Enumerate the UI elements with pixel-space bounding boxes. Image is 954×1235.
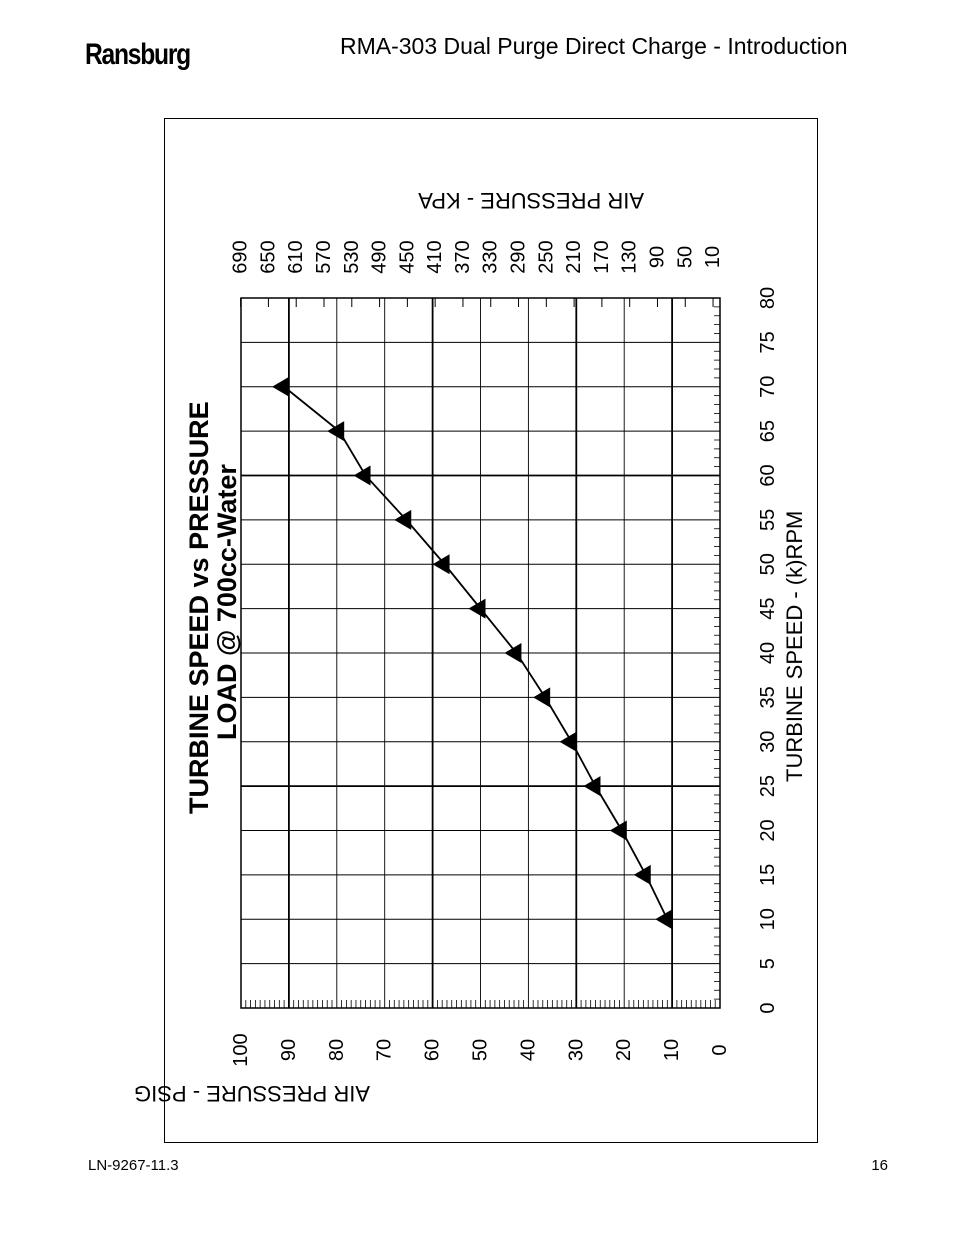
x-tick-label: 70 bbox=[757, 376, 779, 398]
y2-tick-label: 370 bbox=[452, 240, 474, 273]
data-point-marker bbox=[272, 376, 290, 397]
y2-tick-label: 570 bbox=[313, 240, 335, 273]
y2-tick-label: 490 bbox=[369, 240, 391, 273]
data-point-marker bbox=[394, 509, 412, 530]
chart-grid bbox=[240, 297, 721, 1009]
x-tick-label: 60 bbox=[757, 464, 779, 486]
data-point-marker bbox=[633, 864, 651, 885]
y-tick-label: 20 bbox=[613, 1039, 635, 1061]
data-point-marker bbox=[609, 820, 627, 841]
plot-border bbox=[240, 297, 721, 1009]
y2-tick-label: 330 bbox=[480, 240, 502, 273]
data-point-marker bbox=[655, 909, 673, 930]
data-point-marker bbox=[468, 598, 486, 619]
data-point-marker bbox=[504, 643, 522, 663]
ransburg-logo: Ransburg bbox=[85, 38, 191, 71]
y2-tick-label: 170 bbox=[591, 240, 613, 273]
y2-tick-label: 10 bbox=[702, 246, 724, 268]
y2-axis-label: AIR PRESSURE - KPA bbox=[418, 188, 644, 213]
y-tick-label: 50 bbox=[470, 1039, 492, 1061]
data-point-marker bbox=[327, 421, 345, 442]
y2-tick-label: 650 bbox=[257, 240, 279, 273]
chart-title: TURBINE SPEED vs PRESSURE bbox=[184, 401, 214, 814]
footer-doc-number: LN-9267-11.3 bbox=[88, 1157, 179, 1174]
x-tick-label: 40 bbox=[757, 642, 779, 664]
y-tick-label: 0 bbox=[709, 1044, 731, 1055]
y-tick-label: 80 bbox=[326, 1039, 348, 1061]
y-tick-label: 90 bbox=[278, 1039, 300, 1061]
y2-tick-label: 210 bbox=[563, 240, 585, 273]
x-tick-label: 15 bbox=[757, 864, 779, 886]
y2-tick-label: 610 bbox=[285, 240, 307, 273]
y-tick-label: 100 bbox=[230, 1033, 252, 1066]
data-point-marker bbox=[559, 731, 577, 752]
footer-page-number: 16 bbox=[871, 1157, 888, 1174]
y2-tick-label: 690 bbox=[230, 240, 252, 273]
y-tick-label: 30 bbox=[565, 1039, 587, 1061]
y2-tick-label: 410 bbox=[424, 240, 446, 273]
x-tick-label: 80 bbox=[757, 287, 779, 309]
data-point-marker bbox=[353, 465, 371, 486]
data-point-marker bbox=[583, 776, 601, 797]
chart-series bbox=[272, 376, 673, 930]
x-tick-label: 30 bbox=[757, 731, 779, 753]
x-tick-label: 0 bbox=[757, 1002, 779, 1013]
x-tick-label: 10 bbox=[757, 908, 779, 930]
y-tick-label: 40 bbox=[517, 1039, 539, 1061]
y2-tick-label: 90 bbox=[646, 246, 668, 268]
x-tick-label: 35 bbox=[757, 686, 779, 708]
x-tick-label: 45 bbox=[757, 598, 779, 620]
y2-tick-label: 450 bbox=[396, 240, 418, 273]
y2-tick-label: 290 bbox=[508, 240, 530, 273]
data-point-marker bbox=[533, 687, 551, 708]
x-tick-label: 55 bbox=[757, 509, 779, 531]
data-point-marker bbox=[432, 554, 450, 575]
y2-tick-label: 530 bbox=[341, 240, 363, 273]
x-tick-label: 65 bbox=[757, 420, 779, 442]
y2-tick-label: 250 bbox=[535, 240, 557, 273]
y-tick-label: 70 bbox=[374, 1039, 396, 1061]
y2-tick-label: 130 bbox=[619, 240, 641, 273]
x-tick-label: 75 bbox=[757, 331, 779, 353]
chart-tick-labels: 0 5 10 15 20 25 30 35 40 45 50 55 60 65 70 75 80 0 10 20 30 4… bbox=[230, 240, 779, 1066]
y-tick-label: 60 bbox=[422, 1039, 444, 1061]
x-tick-label: 50 bbox=[757, 553, 779, 575]
chart-frame bbox=[164, 118, 818, 1143]
chart-subtitle: LOAD @ 700cc-Water bbox=[212, 464, 242, 740]
document-title: RMA-303 Dual Purge Direct Charge - Intro… bbox=[340, 33, 848, 59]
y-tick-label: 10 bbox=[661, 1039, 683, 1061]
y-axis-label: AIR PRESSURE - PSIG bbox=[134, 1081, 370, 1106]
x-tick-label: 25 bbox=[757, 775, 779, 797]
chart-ticks bbox=[240, 298, 720, 1008]
x-axis-label: TURBINE SPEED - (k)RPM bbox=[782, 511, 807, 782]
y2-tick-label: 50 bbox=[674, 246, 696, 268]
x-tick-label: 20 bbox=[757, 819, 779, 841]
x-tick-label: 5 bbox=[757, 958, 779, 969]
